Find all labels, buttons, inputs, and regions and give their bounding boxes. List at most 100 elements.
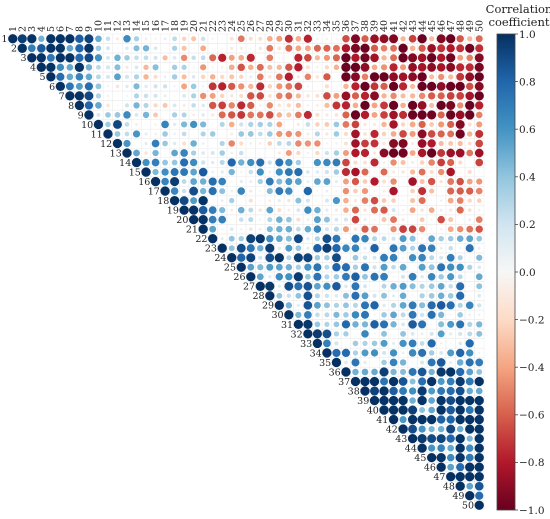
corr-cell-17-31 xyxy=(297,190,300,192)
corr-cell-15-27 xyxy=(256,168,264,176)
corr-cell-15-44 xyxy=(418,168,426,176)
corr-cell-40-50 xyxy=(474,405,484,415)
corr-cell-5-16 xyxy=(153,74,158,79)
corr-cell-45-50 xyxy=(474,453,484,463)
corr-cell-20-41 xyxy=(390,216,397,224)
corr-cell-14-20 xyxy=(189,158,198,167)
corr-cell-31-35 xyxy=(333,321,340,328)
corr-cell-29-33 xyxy=(313,301,321,309)
colorbar-tick-label: 0.2 xyxy=(519,219,536,231)
corr-cell-38-39 xyxy=(370,386,380,396)
corr-cell-11-17 xyxy=(162,131,168,137)
corr-cell-3-4 xyxy=(36,53,46,63)
colorbar-tick-label: −0.8 xyxy=(519,457,545,469)
corr-cell-37-50 xyxy=(474,376,484,387)
corr-cell-3-36 xyxy=(341,53,351,63)
corr-cell-41-43 xyxy=(407,414,418,425)
corr-cell-6-11 xyxy=(106,85,110,88)
corr-cell-23-35 xyxy=(332,244,341,253)
corr-cell-33-44 xyxy=(419,341,425,346)
corr-cell-15-32 xyxy=(306,170,310,174)
corr-cell-11-40 xyxy=(381,131,387,137)
corr-cell-1-32 xyxy=(303,34,312,43)
corr-cell-10-11 xyxy=(105,121,111,128)
corr-cell-44-48 xyxy=(455,443,465,453)
corr-cell-23-25 xyxy=(236,243,246,253)
row-label-31: 31 xyxy=(281,320,293,331)
corr-cell-34-38 xyxy=(361,349,369,357)
corr-cell-15-38 xyxy=(361,168,369,176)
corr-cell-26-40 xyxy=(380,272,388,281)
corr-cell-11-29 xyxy=(276,130,283,138)
corr-cell-9-20 xyxy=(192,113,195,117)
corr-cell-9-34 xyxy=(325,113,329,117)
corr-cell-43-50 xyxy=(474,433,484,444)
corr-cell-26-30 xyxy=(285,273,293,281)
corr-cell-30-33 xyxy=(315,312,320,318)
corr-cell-23-45 xyxy=(427,244,436,253)
corr-cell-9-28 xyxy=(266,111,274,119)
corr-cell-17-21 xyxy=(199,187,207,195)
corr-cell-35-44 xyxy=(420,360,425,365)
corr-cell-14-31 xyxy=(295,159,302,166)
corr-cell-43-47 xyxy=(446,434,455,443)
corr-cell-11-44 xyxy=(417,129,427,139)
corr-cell-15-18 xyxy=(170,168,179,177)
corr-cell-2-5 xyxy=(46,43,56,53)
corr-cell-28-34 xyxy=(324,293,330,298)
corr-cell-19-28 xyxy=(266,206,274,214)
corr-cell-3-7 xyxy=(65,53,75,63)
corr-cell-24-37 xyxy=(352,254,359,261)
corr-cell-27-47 xyxy=(448,283,453,289)
corr-cell-3-14 xyxy=(134,55,139,61)
corr-cell-31-34 xyxy=(324,321,330,327)
corr-cell-12-15 xyxy=(144,141,148,146)
corr-cell-45-49 xyxy=(465,453,474,462)
corr-cell-25-26 xyxy=(247,263,255,271)
corr-cell-1-3 xyxy=(27,34,37,44)
corr-cell-38-38 xyxy=(360,386,370,396)
corr-cell-12-37 xyxy=(351,139,360,148)
corr-cell-13-38 xyxy=(360,148,370,158)
corr-cell-20-44 xyxy=(419,217,425,223)
corr-cell-8-43 xyxy=(407,100,418,111)
corr-cell-9-23 xyxy=(218,111,226,119)
row-label-6: 6 xyxy=(49,82,55,93)
corr-cell-12-39 xyxy=(370,139,379,148)
corr-cell-11-34 xyxy=(325,132,329,136)
corr-cell-27-31 xyxy=(294,282,303,291)
corr-cell-13-27 xyxy=(259,152,261,154)
corr-cell-2-27 xyxy=(258,46,262,50)
corr-cell-33-43 xyxy=(408,339,417,348)
corr-cell-22-23 xyxy=(220,237,224,241)
corr-cell-12-17 xyxy=(162,140,168,147)
corr-cell-6-43 xyxy=(409,83,416,89)
grid-cell-3-27 xyxy=(255,52,266,63)
column-label-27: 27 xyxy=(255,20,266,32)
corr-cell-4-19 xyxy=(181,64,187,70)
corr-cell-2-29 xyxy=(277,46,282,51)
corr-cell-5-26 xyxy=(249,75,253,79)
corr-cell-8-8 xyxy=(74,100,85,111)
corr-cell-24-41 xyxy=(389,253,398,262)
corr-cell-29-45 xyxy=(427,301,436,310)
corr-cell-22-45 xyxy=(428,235,436,243)
corr-cell-12-27 xyxy=(258,142,262,145)
corr-cell-8-31 xyxy=(295,102,301,109)
row-label-38: 38 xyxy=(348,386,360,397)
corr-cell-22-34 xyxy=(322,234,332,244)
corr-cell-29-42 xyxy=(399,301,407,309)
corr-cell-21-29 xyxy=(276,225,283,233)
column-label-31: 31 xyxy=(294,20,305,32)
corr-cell-42-49 xyxy=(465,424,475,434)
corr-cell-16-32 xyxy=(306,180,310,184)
corr-cell-28-39 xyxy=(372,293,377,298)
grid-cell-32-41 xyxy=(388,328,399,339)
corr-cell-22-33 xyxy=(314,236,320,242)
corr-cell-9-22 xyxy=(211,113,215,117)
corr-cell-4-33 xyxy=(316,66,319,69)
corr-cell-18-48 xyxy=(456,197,464,204)
corr-cell-40-45 xyxy=(428,406,435,414)
corr-cell-9-18 xyxy=(171,112,178,118)
column-label-37: 37 xyxy=(351,20,362,32)
